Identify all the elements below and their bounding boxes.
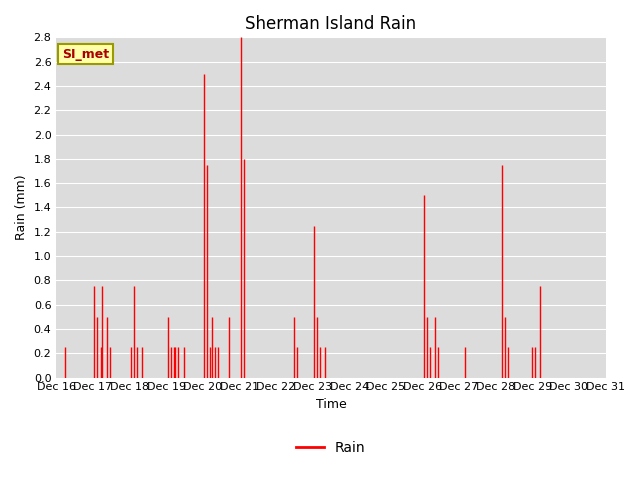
X-axis label: Time: Time	[316, 398, 346, 411]
Text: SI_met: SI_met	[62, 48, 109, 60]
Title: Sherman Island Rain: Sherman Island Rain	[245, 15, 417, 33]
Legend: Rain: Rain	[291, 435, 371, 461]
Y-axis label: Rain (mm): Rain (mm)	[15, 175, 28, 240]
